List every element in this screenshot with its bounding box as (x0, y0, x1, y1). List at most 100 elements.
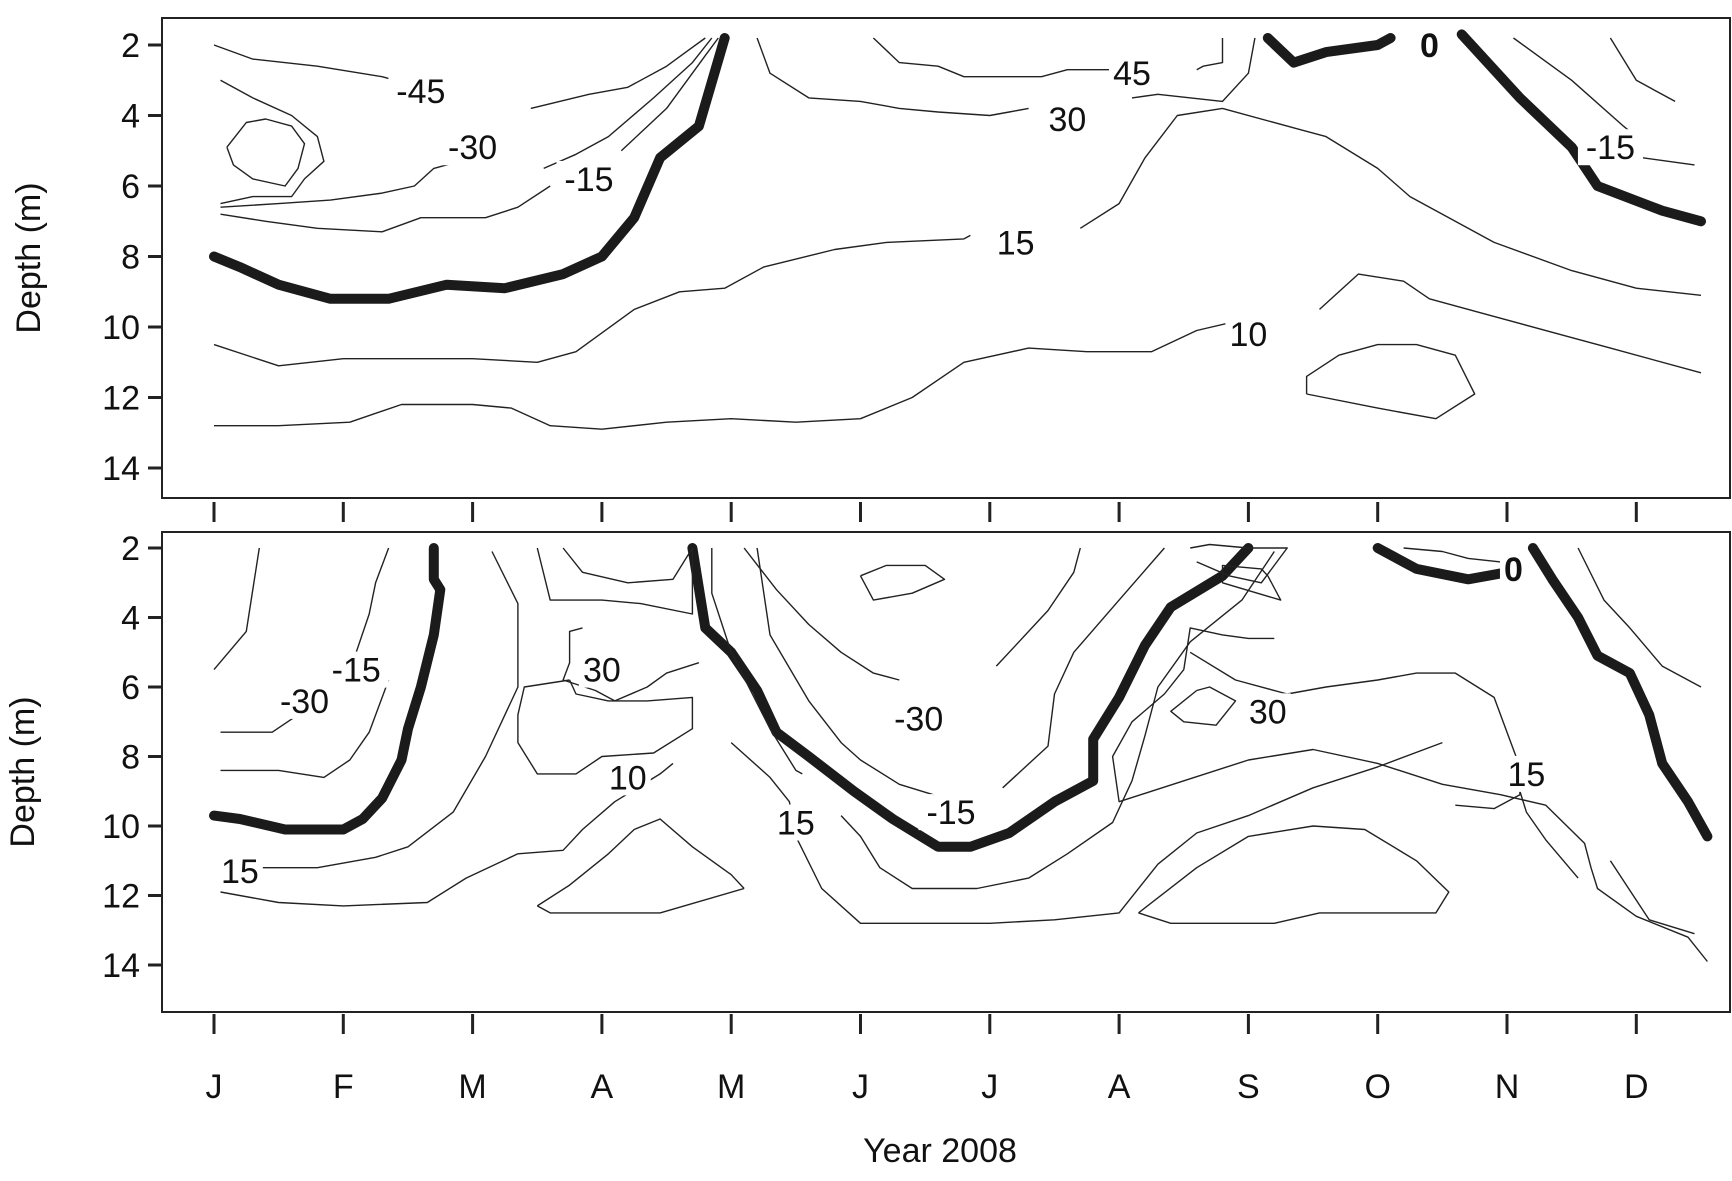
contour-line (1131, 37, 1256, 103)
contour-label-knockout (918, 794, 984, 831)
contour-line (1372, 543, 1512, 585)
contour-line (756, 37, 1029, 117)
contour-label: 15 (221, 853, 259, 891)
contour-line (859, 564, 946, 601)
y-tick-label: 12 (102, 380, 140, 418)
contour-label: 15 (997, 224, 1035, 262)
y-tick-label: 4 (121, 98, 140, 136)
contour-label-knockout (272, 682, 338, 719)
contour-line (1513, 37, 1637, 138)
contour-line (1577, 547, 1702, 688)
contour-line (687, 543, 1254, 852)
y-axis-label: Depth (m) (10, 182, 48, 333)
contour-label-knockout (1044, 101, 1091, 138)
contour-line (220, 160, 460, 208)
y-tick-label: 2 (121, 530, 140, 568)
contour-line (730, 741, 1443, 924)
contour-label-knockout (216, 853, 263, 890)
x-tick-label: M (458, 1068, 486, 1106)
contour-line (1170, 686, 1237, 726)
contour-label-knockout (1225, 316, 1272, 353)
contour-label-knockout (388, 72, 454, 109)
contour-label-knockout (1415, 27, 1443, 63)
y-tick-label: 10 (102, 808, 140, 846)
contour-line (209, 33, 730, 304)
x-tick-label: A (1108, 1068, 1131, 1106)
top-contour-panel: 2 4 6 8 10 12 14 Depth (m) -45-30 -15 15 10 30 45 0 -15 (10, 17, 1731, 499)
contour-line (355, 547, 390, 653)
x-tick-label: J (852, 1068, 869, 1106)
contour-line (1002, 547, 1165, 789)
contour-label-knockout (772, 804, 819, 841)
contour-label: 15 (777, 805, 815, 843)
contour-label: -45 (396, 73, 445, 111)
contour-line (226, 118, 306, 187)
contour-line (536, 818, 745, 907)
contour-line (1196, 38, 1224, 71)
x-tick-label: F (333, 1068, 354, 1106)
contour-label: 10 (609, 759, 647, 797)
x-tick-label: A (591, 1068, 614, 1106)
contour-label-knockout (1244, 693, 1291, 730)
y-tick-label: 12 (102, 878, 140, 916)
contour-line (840, 551, 1275, 890)
contour-line (536, 887, 745, 914)
y-tick-label: 8 (121, 739, 140, 777)
contour-label: 0 (1504, 551, 1523, 589)
contour-line (1305, 343, 1476, 420)
y-tick-label: 14 (102, 947, 140, 985)
contour-line (1609, 860, 1695, 935)
contour-line (743, 547, 900, 681)
contour-line (1111, 669, 1708, 962)
x-tick-label: S (1237, 1068, 1260, 1106)
contour-line (562, 627, 700, 702)
contour-label: 0 (1420, 27, 1439, 65)
contour-label-knockout (1499, 550, 1527, 587)
x-tick-label: O (1364, 1068, 1390, 1106)
contour-label-knockout (1577, 129, 1643, 166)
contour-label: -15 (1586, 129, 1635, 167)
contour-label: -15 (564, 161, 613, 199)
contour-label-knockout (578, 651, 625, 688)
contour-line (214, 319, 1243, 430)
contour-label-knockout (604, 759, 651, 796)
y-tick-label: 14 (102, 450, 140, 488)
contour-line (220, 79, 325, 205)
y-axis-label: Depth (m) (4, 696, 42, 847)
contour-label-knockout (323, 651, 389, 688)
contour-line (1527, 543, 1713, 842)
x-axis-label: Year 2008 (863, 1132, 1017, 1170)
contour-line (517, 679, 694, 775)
contour-line (1189, 651, 1521, 810)
contour-label: 10 (1229, 316, 1267, 354)
contour-label: 15 (1507, 756, 1545, 794)
contour-label: 30 (583, 652, 621, 690)
y-tick-label: 10 (102, 309, 140, 347)
contour-label-knockout (1503, 755, 1550, 792)
contour-line (220, 185, 551, 233)
contour-label-knockout (556, 160, 622, 197)
contour-line (213, 547, 260, 671)
x-tick-label: J (206, 1068, 223, 1106)
plot-frame (161, 531, 1731, 1013)
contour-label: 30 (1249, 693, 1287, 731)
contour-line (1262, 33, 1396, 68)
y-tick-label: 8 (121, 239, 140, 277)
contour-line (872, 37, 1126, 78)
x-tick-label: N (1495, 1068, 1520, 1106)
x-tick-label: J (981, 1068, 998, 1106)
contour-line (1079, 107, 1702, 296)
contour-line (213, 44, 409, 85)
contour-label-knockout (440, 129, 506, 166)
contour-label: -30 (448, 129, 497, 167)
contour-line (543, 37, 713, 170)
x-tick-label: D (1624, 1068, 1649, 1106)
contour-line (1221, 564, 1282, 601)
contour-line (1138, 825, 1450, 924)
contour-line (209, 543, 446, 835)
contour-line (1190, 543, 1288, 584)
contour-line (1319, 273, 1702, 374)
contour-line (1609, 37, 1676, 103)
contour-line (711, 548, 803, 775)
